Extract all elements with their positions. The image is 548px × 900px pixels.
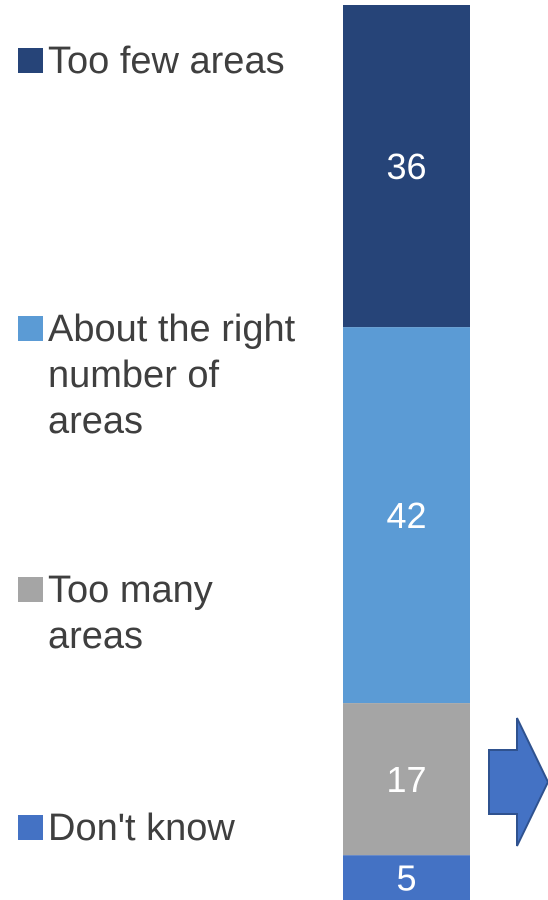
bar-segment-right-number (343, 327, 470, 704)
bar-data-labels: 36 42 17 5 (386, 146, 426, 899)
bar-segment-dont-know (343, 855, 470, 900)
bar-segment-too-few (343, 5, 470, 328)
right-arrow-icon (488, 717, 548, 847)
data-label-dont-know: 5 (396, 858, 416, 899)
legend-swatch-right-number (18, 316, 43, 341)
legend-item-dont-know: Don't know (18, 805, 298, 851)
legend-label-too-few: Too few areas (48, 40, 285, 82)
legend-item-right-number: About the right number of areas (18, 306, 298, 444)
bar-segments (343, 5, 470, 900)
legend-item-too-few: Too few areas (18, 38, 298, 84)
legend-swatch-too-few (18, 48, 43, 73)
legend-item-too-many: Too many areas (18, 567, 298, 659)
legend-label-right-number: About the right number of areas (48, 308, 296, 442)
bar-segment-too-many (343, 703, 470, 856)
legend-swatch-too-many (18, 577, 43, 602)
data-label-too-many: 17 (386, 759, 426, 800)
legend-label-dont-know: Don't know (48, 807, 235, 849)
data-label-too-few: 36 (386, 146, 426, 187)
legend-swatch-dont-know (18, 815, 43, 840)
data-label-right-number: 42 (386, 495, 426, 536)
legend-label-too-many: Too many areas (48, 569, 213, 657)
